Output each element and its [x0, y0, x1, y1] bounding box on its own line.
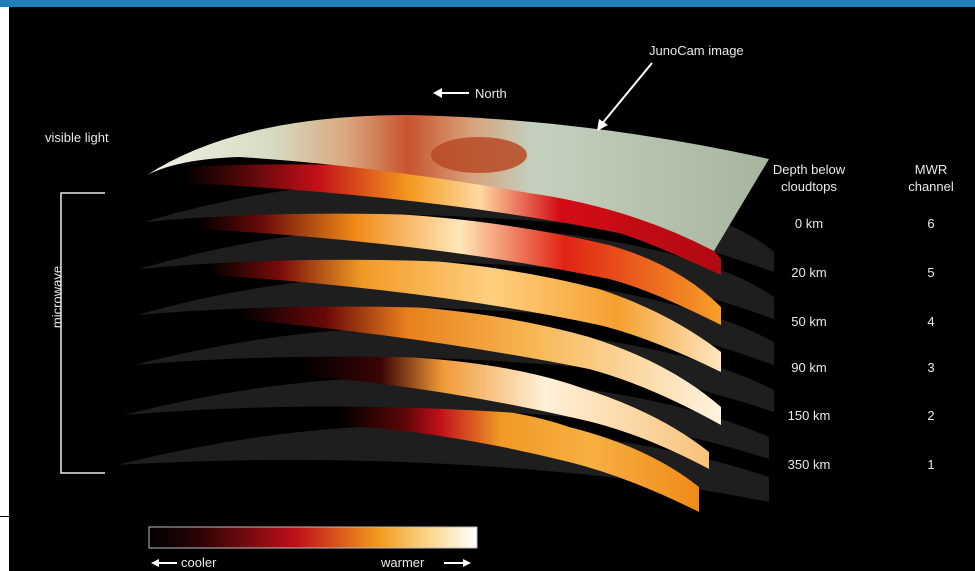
layer-channel-3 — [134, 302, 774, 425]
junocam-pointer-arrow-icon — [597, 62, 653, 131]
layer-channel-4 — [137, 255, 774, 372]
microwave-bracket — [60, 192, 105, 474]
cooler-label: cooler — [181, 555, 217, 570]
depth-label: 50 km — [791, 314, 827, 329]
channel-label: 1 — [927, 457, 935, 472]
left-margin-divider — [0, 516, 9, 517]
channel-label: 5 — [927, 265, 935, 280]
layer-channel-2 — [124, 354, 769, 469]
microwave-label: microwave — [49, 265, 65, 329]
layer-channel-5 — [139, 210, 774, 325]
north-label: North — [475, 86, 507, 101]
top-caption-bar — [0, 0, 975, 7]
channel-label: 2 — [927, 408, 935, 423]
depth-label: 20 km — [791, 265, 827, 280]
left-margin-panel — [0, 7, 9, 571]
north-arrow-icon — [433, 88, 469, 98]
great-red-spot — [431, 137, 527, 173]
depth-label: 0 km — [794, 216, 824, 231]
cooler-arrow-icon — [151, 559, 177, 567]
warmer-label: warmer — [381, 555, 425, 570]
depth-header-line1: Depth below — [772, 162, 846, 177]
visible-light-label: visible light — [45, 130, 109, 145]
figure-area: JunoCam image North visible light microw… — [9, 7, 975, 571]
depth-label: 350 km — [787, 457, 831, 472]
channel-label: 3 — [927, 360, 935, 375]
temperature-scale-bar — [148, 526, 478, 549]
depth-label: 90 km — [791, 360, 827, 375]
depth-header-line2: cloudtops — [781, 179, 837, 194]
warmer-arrow-icon — [444, 559, 471, 567]
channel-label: 6 — [927, 216, 935, 231]
visible-light-layer — [147, 115, 769, 251]
layer-diagram — [60, 62, 774, 567]
depth-label: 150 km — [787, 408, 831, 423]
junocam-label: JunoCam image — [649, 43, 744, 58]
layer-channel-1 — [117, 402, 769, 512]
channel-label: 4 — [927, 314, 935, 329]
mwr-header-line2: channel — [908, 179, 954, 194]
mwr-header-line1: MWR — [914, 162, 948, 177]
